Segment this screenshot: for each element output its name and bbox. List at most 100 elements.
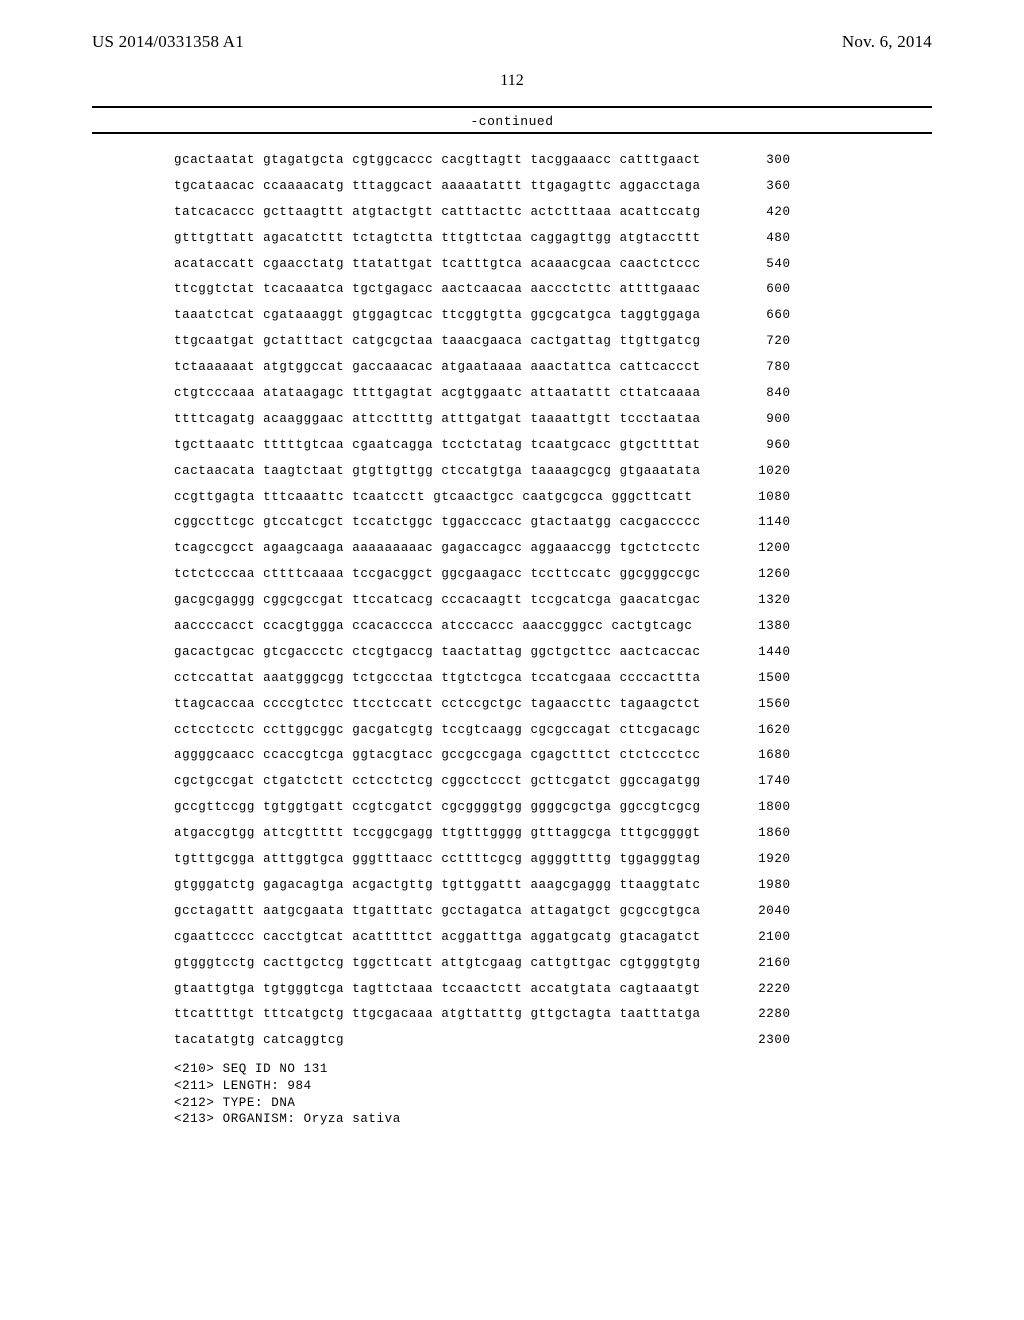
sequence-position: 2220 xyxy=(721,983,791,996)
sequence-blocks: ctgtcccaaa atataagagc ttttgagtat acgtgga… xyxy=(174,387,701,400)
sequence-row: cgaattcccc cacctgtcat acatttttct acggatt… xyxy=(174,931,791,944)
sequence-blocks: cctcctcctc ccttggcggc gacgatcgtg tccgtca… xyxy=(174,724,701,737)
sequence-row: tcagccgcct agaagcaaga aaaaaaaaac gagacca… xyxy=(174,542,791,555)
sequence-position: 1800 xyxy=(721,801,791,814)
sequence-position: 1920 xyxy=(721,853,791,866)
sequence-blocks: gacactgcac gtcgaccctc ctcgtgaccg taactat… xyxy=(174,646,701,659)
sequence-position: 840 xyxy=(721,387,791,400)
sequence-row: tgcataacac ccaaaacatg tttaggcact aaaaata… xyxy=(174,180,791,193)
sequence-row: aggggcaacc ccaccgtcga ggtacgtacc gccgccg… xyxy=(174,749,791,762)
sequence-position: 1440 xyxy=(721,646,791,659)
publication-date: Nov. 6, 2014 xyxy=(842,32,932,52)
sequence-row: tgcttaaatc tttttgtcaa cgaatcagga tcctcta… xyxy=(174,439,791,452)
sequence-position: 2160 xyxy=(721,957,791,970)
sequence-row: ttcattttgt tttcatgctg ttgcgacaaa atgttat… xyxy=(174,1008,791,1021)
sequence-position: 1560 xyxy=(721,698,791,711)
sequence-blocks: tcagccgcct agaagcaaga aaaaaaaaac gagacca… xyxy=(174,542,701,555)
sequence-position: 1860 xyxy=(721,827,791,840)
metadata-line: <210> SEQ ID NO 131 xyxy=(174,1061,791,1078)
sequence-position: 480 xyxy=(721,232,791,245)
sequence-position: 540 xyxy=(721,258,791,271)
sequence-row: gacactgcac gtcgaccctc ctcgtgaccg taactat… xyxy=(174,646,791,659)
sequence-position: 600 xyxy=(721,283,791,296)
sequence-row: ttgcaatgat gctatttact catgcgctaa taaacga… xyxy=(174,335,791,348)
sequence-blocks: tgtttgcgga atttggtgca gggtttaacc ccttttc… xyxy=(174,853,701,866)
sequence-row: gtaattgtga tgtgggtcga tagttctaaa tccaact… xyxy=(174,983,791,996)
sequence-position: 1020 xyxy=(721,465,791,478)
sequence-row: cggccttcgc gtccatcgct tccatctggc tggaccc… xyxy=(174,516,791,529)
sequence-row: tatcacaccc gcttaagttt atgtactgtt catttac… xyxy=(174,206,791,219)
sequence-blocks: gtgggatctg gagacagtga acgactgttg tgttgga… xyxy=(174,879,701,892)
sequence-row: tacatatgtg catcaggtcg 2300 xyxy=(174,1034,791,1047)
sequence-blocks: tgcttaaatc tttttgtcaa cgaatcagga tcctcta… xyxy=(174,439,701,452)
metadata-line: <213> ORGANISM: Oryza sativa xyxy=(174,1111,791,1128)
sequence-row: gtttgttatt agacatcttt tctagtctta tttgttc… xyxy=(174,232,791,245)
publication-number: US 2014/0331358 A1 xyxy=(92,32,244,52)
sequence-blocks: tatcacaccc gcttaagttt atgtactgtt catttac… xyxy=(174,206,701,219)
sequence-blocks: gtaattgtga tgtgggtcga tagttctaaa tccaact… xyxy=(174,983,701,996)
sequence-row: cgctgccgat ctgatctctt cctcctctcg cggcctc… xyxy=(174,775,791,788)
sequence-position: 1080 xyxy=(721,491,791,504)
sequence-position: 300 xyxy=(721,154,791,167)
sequence-blocks: gtgggtcctg cacttgctcg tggcttcatt attgtcg… xyxy=(174,957,701,970)
sequence-row: gccgttccgg tgtggtgatt ccgtcgatct cgcgggg… xyxy=(174,801,791,814)
sequence-position: 1260 xyxy=(721,568,791,581)
sequence-position: 780 xyxy=(721,361,791,374)
sequence-blocks: acataccatt cgaacctatg ttatattgat tcatttg… xyxy=(174,258,701,271)
sequence-blocks: gacgcgaggg cggcgccgat ttccatcacg cccacaa… xyxy=(174,594,701,607)
sequence-row: taaatctcat cgataaaggt gtggagtcac ttcggtg… xyxy=(174,309,791,322)
sequence-row: ccgttgagta tttcaaattc tcaatcctt gtcaactg… xyxy=(174,491,791,504)
sequence-blocks: gcactaatat gtagatgcta cgtggcaccc cacgtta… xyxy=(174,154,701,167)
rule-top xyxy=(92,106,932,108)
sequence-position: 900 xyxy=(721,413,791,426)
sequence-blocks: cactaacata taagtctaat gtgttgttgg ctccatg… xyxy=(174,465,701,478)
sequence-row: gtgggatctg gagacagtga acgactgttg tgttgga… xyxy=(174,879,791,892)
sequence-blocks: tctctcccaa cttttcaaaa tccgacggct ggcgaag… xyxy=(174,568,701,581)
sequence-blocks: cggccttcgc gtccatcgct tccatctggc tggaccc… xyxy=(174,516,701,529)
sequence-blocks: atgaccgtgg attcgttttt tccggcgagg ttgtttg… xyxy=(174,827,701,840)
sequence-blocks: ttttcagatg acaagggaac attccttttg atttgat… xyxy=(174,413,701,426)
sequence-row: tctaaaaaat atgtggccat gaccaaacac atgaata… xyxy=(174,361,791,374)
sequence-blocks: gcctagattt aatgcgaata ttgatttatc gcctaga… xyxy=(174,905,701,918)
sequence-row: gtgggtcctg cacttgctcg tggcttcatt attgtcg… xyxy=(174,957,791,970)
metadata-line: <211> LENGTH: 984 xyxy=(174,1078,791,1095)
sequence-position: 1500 xyxy=(721,672,791,685)
sequence-blocks: cctccattat aaatgggcgg tctgccctaa ttgtctc… xyxy=(174,672,701,685)
sequence-row: gcactaatat gtagatgcta cgtggcaccc cacgtta… xyxy=(174,154,791,167)
sequence-row: cctcctcctc ccttggcggc gacgatcgtg tccgtca… xyxy=(174,724,791,737)
sequence-position: 420 xyxy=(721,206,791,219)
sequence-position: 720 xyxy=(721,335,791,348)
sequence-row: ttttcagatg acaagggaac attccttttg atttgat… xyxy=(174,413,791,426)
sequence-row: cactaacata taagtctaat gtgttgttgg ctccatg… xyxy=(174,465,791,478)
sequence-row: ttagcaccaa ccccgtctcc ttcctccatt cctccgc… xyxy=(174,698,791,711)
sequence-row: gcctagattt aatgcgaata ttgatttatc gcctaga… xyxy=(174,905,791,918)
sequence-blocks: tacatatgtg catcaggtcg xyxy=(174,1034,701,1047)
sequence-position: 960 xyxy=(721,439,791,452)
metadata-line: <212> TYPE: DNA xyxy=(174,1095,791,1112)
sequence-row: tctctcccaa cttttcaaaa tccgacggct ggcgaag… xyxy=(174,568,791,581)
sequence-row: atgaccgtgg attcgttttt tccggcgagg ttgtttg… xyxy=(174,827,791,840)
sequence-blocks: tctaaaaaat atgtggccat gaccaaacac atgaata… xyxy=(174,361,701,374)
sequence-position: 1140 xyxy=(721,516,791,529)
sequence-blocks: tgcataacac ccaaaacatg tttaggcact aaaaata… xyxy=(174,180,701,193)
sequence-blocks: cgctgccgat ctgatctctt cctcctctcg cggcctc… xyxy=(174,775,701,788)
sequence-position: 360 xyxy=(721,180,791,193)
sequence-row: cctccattat aaatgggcgg tctgccctaa ttgtctc… xyxy=(174,672,791,685)
sequence-blocks: aaccccacct ccacgtggga ccacacccca atcccac… xyxy=(174,620,701,633)
page-number: 112 xyxy=(0,72,1024,90)
rule-bottom xyxy=(92,132,932,134)
sequence-position: 1200 xyxy=(721,542,791,555)
sequence-blocks: ccgttgagta tttcaaattc tcaatcctt gtcaactg… xyxy=(174,491,701,504)
sequence-position: 1980 xyxy=(721,879,791,892)
sequence-position: 660 xyxy=(721,309,791,322)
sequence-metadata: <210> SEQ ID NO 131<211> LENGTH: 984<212… xyxy=(174,1061,791,1129)
sequence-row: ctgtcccaaa atataagagc ttttgagtat acgtgga… xyxy=(174,387,791,400)
continued-label: -continued xyxy=(0,114,1024,129)
sequence-blocks: aggggcaacc ccaccgtcga ggtacgtacc gccgccg… xyxy=(174,749,701,762)
sequence-position: 2040 xyxy=(721,905,791,918)
sequence-blocks: ttagcaccaa ccccgtctcc ttcctccatt cctccgc… xyxy=(174,698,701,711)
sequence-row: ttcggtctat tcacaaatca tgctgagacc aactcaa… xyxy=(174,283,791,296)
sequence-row: acataccatt cgaacctatg ttatattgat tcatttg… xyxy=(174,258,791,271)
sequence-blocks: ttcggtctat tcacaaatca tgctgagacc aactcaa… xyxy=(174,283,701,296)
sequence-blocks: ttcattttgt tttcatgctg ttgcgacaaa atgttat… xyxy=(174,1008,701,1021)
